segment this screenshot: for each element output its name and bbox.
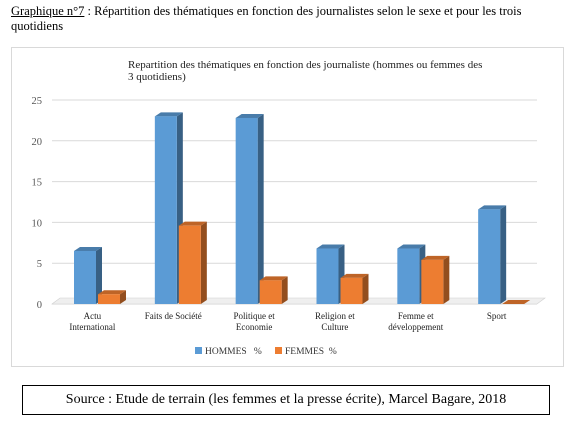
figure-caption-text: : Répartition des thématiques en fonctio… [11, 4, 522, 33]
bar-side [362, 273, 369, 304]
y-tick-label: 10 [32, 218, 43, 229]
bar-hommes [478, 205, 507, 304]
x-tick-label-line: Femme et [398, 311, 434, 321]
bar-top [178, 221, 207, 226]
bar-top [316, 244, 345, 249]
bar-hommes [154, 112, 183, 304]
chart-area: Repartition des thématiques en fonction … [11, 47, 564, 367]
x-tick-label: Femme et développement [388, 311, 443, 332]
bar-femmes [340, 273, 369, 304]
legend-swatch-hommes [195, 347, 202, 354]
x-tick-label: Faits de Société [145, 311, 202, 321]
bar-hommes [74, 246, 102, 304]
bar-top [502, 300, 531, 304]
source-text: Source : Etude de terrain (les femmes et… [65, 392, 507, 407]
bar-side [257, 113, 264, 305]
x-tick-label: Religion et Culture [315, 311, 355, 332]
bar-top [74, 246, 102, 251]
bar-femmes [178, 221, 207, 304]
bar-face [421, 259, 444, 304]
bar-side [200, 221, 207, 304]
bar-top [98, 290, 126, 295]
bar-face [74, 250, 96, 304]
bar-top [421, 255, 450, 260]
x-tick-label-line: Economie [236, 322, 273, 332]
source-note: Source : Etude de terrain (les femmes et… [22, 385, 550, 415]
bar-top [478, 205, 507, 210]
figure-caption: Graphique n°7 : Répartition des thématiq… [11, 4, 563, 34]
bar-face [178, 225, 201, 304]
bar-top [154, 112, 183, 117]
bar-side [443, 255, 450, 304]
bar-face [316, 248, 339, 304]
legend-swatch-femmes [275, 347, 282, 354]
bar-top [340, 273, 369, 278]
x-tick-label: Actu International [69, 311, 115, 332]
bar-hommes [397, 244, 426, 304]
bar-top [235, 113, 264, 118]
bar-face [154, 116, 177, 304]
x-tick-label: Politique et Economie [233, 311, 275, 332]
chart-title-line: 3 quotidiens) [128, 71, 186, 83]
x-tick-label-line: Faits de Société [145, 311, 202, 321]
x-tick-label-line: Religion et [315, 311, 355, 321]
x-tick-label: Sport [487, 311, 507, 321]
y-tick-label: 20 [32, 137, 43, 148]
bar-side [96, 246, 102, 304]
figure-number: Graphique n°7 [11, 4, 85, 18]
bar-face [98, 294, 120, 304]
bar-face [397, 248, 420, 304]
bar-chart: Repartition des thématiques en fonction … [32, 59, 546, 357]
legend-label-femmes: FEMMES % [285, 347, 337, 357]
x-tick-label-line: Politique et [233, 311, 275, 321]
bar-face [478, 209, 501, 304]
bar-hommes [316, 244, 345, 304]
x-tick-label-line: Sport [487, 311, 507, 321]
y-tick-label: 5 [37, 259, 42, 270]
bar-side [281, 276, 288, 304]
bar-face [340, 277, 363, 304]
chart-title-line: Repartition des thématiques en fonction … [128, 59, 482, 71]
bar-top [259, 276, 288, 281]
x-tick-label-line: développement [388, 322, 443, 332]
bar-side [120, 290, 126, 304]
x-tick-label-line: Actu [84, 311, 102, 321]
bar-side [500, 205, 507, 304]
bar-face [235, 117, 258, 305]
x-tick-label-line: International [69, 322, 115, 332]
x-tick-label-line: Culture [321, 322, 348, 332]
bar-femmes [502, 300, 531, 304]
legend-label-hommes: HOMMES % [205, 347, 262, 357]
y-tick-label: 0 [37, 300, 42, 311]
bar-hommes [235, 113, 264, 305]
bar-femmes [259, 276, 288, 304]
bar-femmes [421, 255, 450, 304]
bar-face [259, 280, 282, 304]
y-tick-label: 15 [32, 178, 43, 189]
y-tick-label: 25 [32, 96, 43, 107]
bar-femmes [98, 290, 126, 304]
bar-top [397, 244, 426, 249]
